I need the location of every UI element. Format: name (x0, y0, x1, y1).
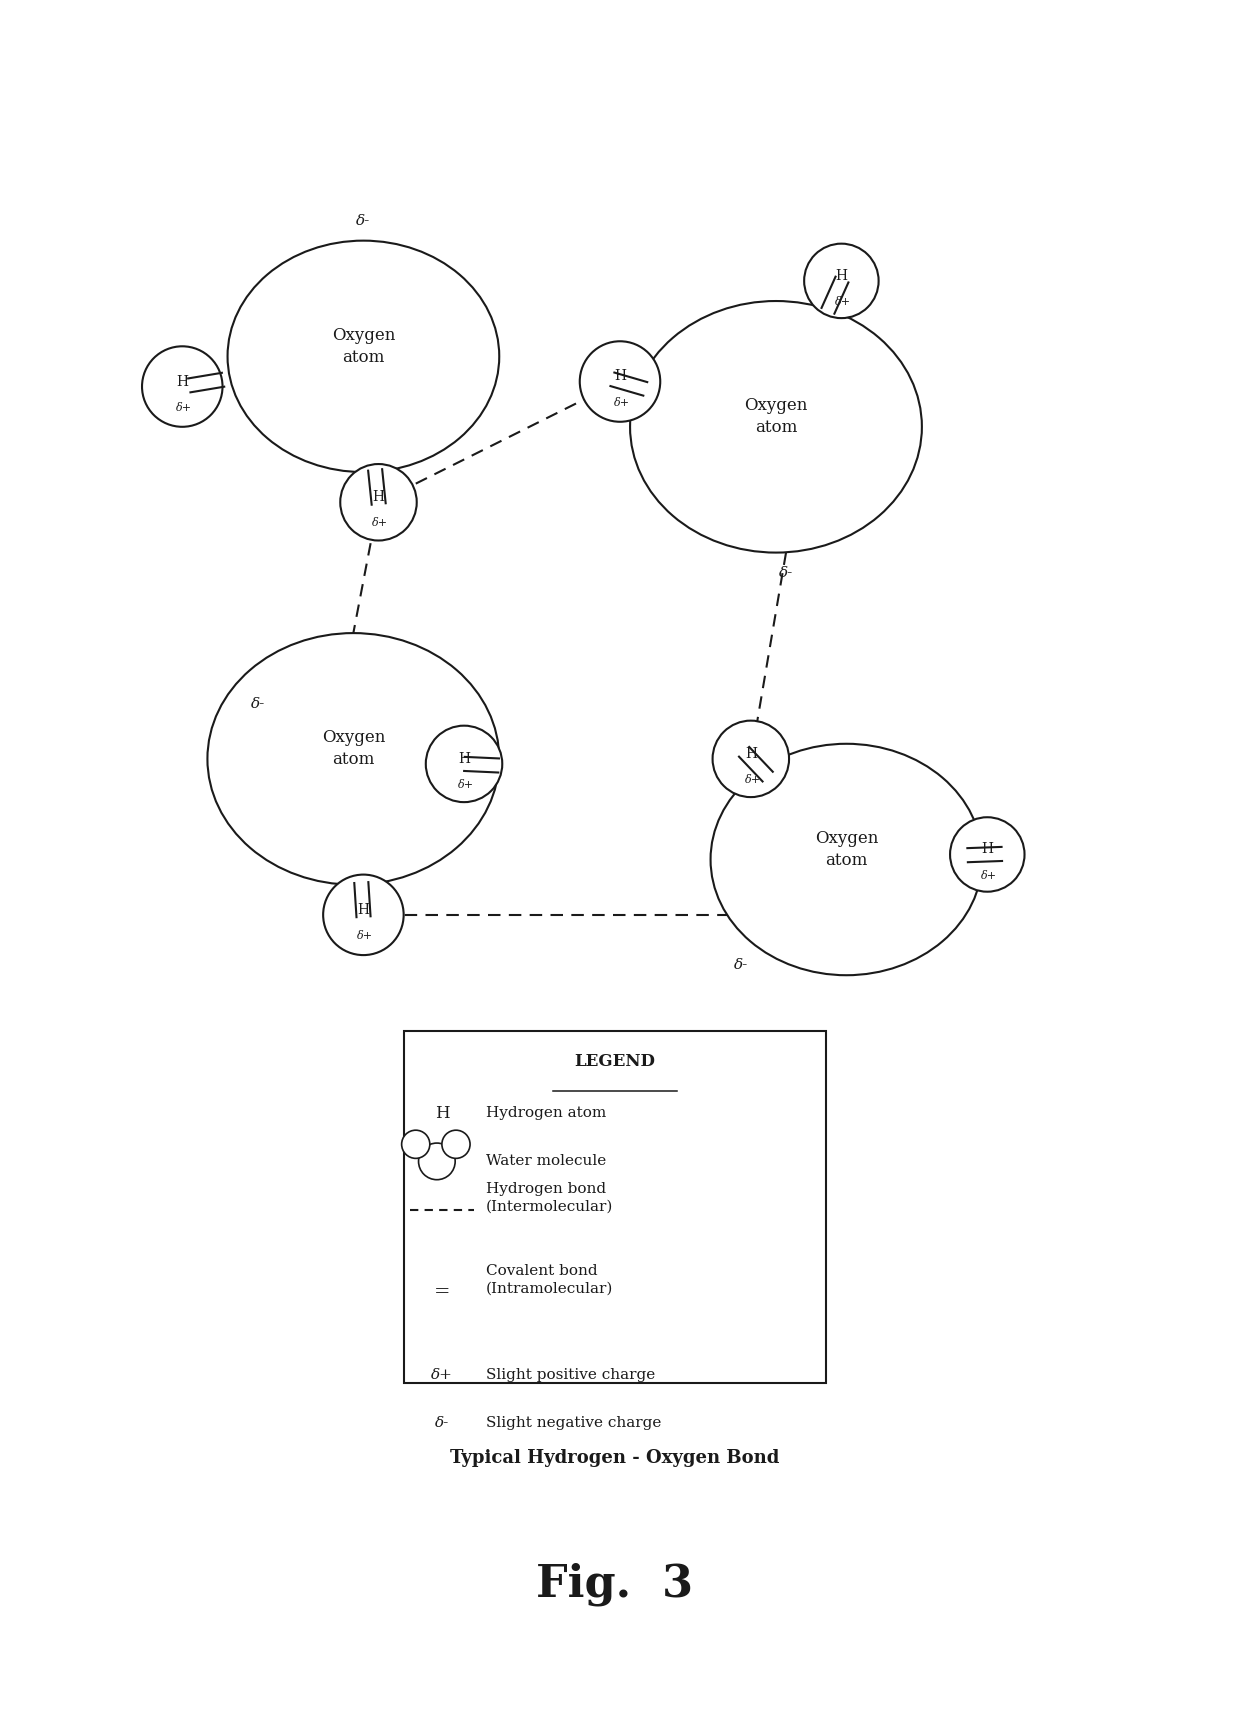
Text: H: H (357, 902, 370, 916)
Circle shape (580, 342, 660, 421)
Text: H: H (836, 268, 847, 284)
Text: δ+: δ+ (458, 780, 474, 791)
Text: Typical Hydrogen - Oxygen Bond: Typical Hydrogen - Oxygen Bond (450, 1449, 780, 1468)
Text: δ+: δ+ (981, 870, 997, 880)
Text: δ-: δ- (250, 696, 265, 710)
Text: LEGEND: LEGEND (574, 1052, 656, 1069)
Text: δ+: δ+ (836, 297, 852, 308)
Text: H: H (981, 842, 993, 856)
Text: Hydrogen atom: Hydrogen atom (486, 1105, 606, 1121)
Text: Covalent bond
(Intramolecular): Covalent bond (Intramolecular) (486, 1265, 614, 1296)
Circle shape (713, 720, 789, 798)
Text: H: H (372, 490, 384, 504)
Circle shape (340, 464, 417, 540)
Circle shape (143, 346, 222, 426)
Text: Oxygen
atom: Oxygen atom (321, 729, 386, 768)
Circle shape (950, 817, 1024, 892)
Circle shape (324, 875, 404, 956)
Text: Slight positive charge: Slight positive charge (486, 1368, 656, 1382)
Circle shape (419, 1143, 455, 1179)
Text: δ+: δ+ (745, 775, 761, 786)
Ellipse shape (228, 241, 500, 473)
Text: H: H (614, 370, 626, 383)
Text: H: H (176, 375, 188, 388)
Text: Oxygen
atom: Oxygen atom (815, 830, 878, 870)
Text: δ-: δ- (734, 957, 748, 973)
Text: Oxygen
atom: Oxygen atom (744, 397, 807, 437)
Text: =: = (434, 1282, 450, 1301)
Circle shape (805, 244, 879, 318)
Text: Fig.  3: Fig. 3 (537, 1563, 693, 1606)
FancyBboxPatch shape (404, 1031, 826, 1382)
Text: Oxygen
atom: Oxygen atom (332, 327, 396, 366)
Circle shape (425, 725, 502, 803)
Circle shape (402, 1129, 430, 1159)
Text: δ+: δ+ (432, 1368, 453, 1382)
Text: H: H (745, 746, 756, 762)
Text: δ-: δ- (435, 1416, 449, 1430)
Text: δ-: δ- (779, 566, 794, 579)
Text: Water molecule: Water molecule (486, 1155, 606, 1169)
Text: H: H (434, 1105, 449, 1121)
Text: δ+: δ+ (176, 402, 192, 413)
Ellipse shape (630, 301, 921, 552)
Text: δ-: δ- (356, 213, 371, 227)
Circle shape (441, 1129, 470, 1159)
Text: H: H (458, 751, 470, 767)
Ellipse shape (711, 744, 982, 975)
Text: δ+: δ+ (614, 397, 630, 407)
Text: δ+: δ+ (357, 932, 373, 940)
Text: Hydrogen bond
(Intermolecular): Hydrogen bond (Intermolecular) (486, 1183, 614, 1214)
Text: Slight negative charge: Slight negative charge (486, 1416, 662, 1430)
Text: δ+: δ+ (372, 519, 388, 528)
Ellipse shape (207, 633, 500, 885)
